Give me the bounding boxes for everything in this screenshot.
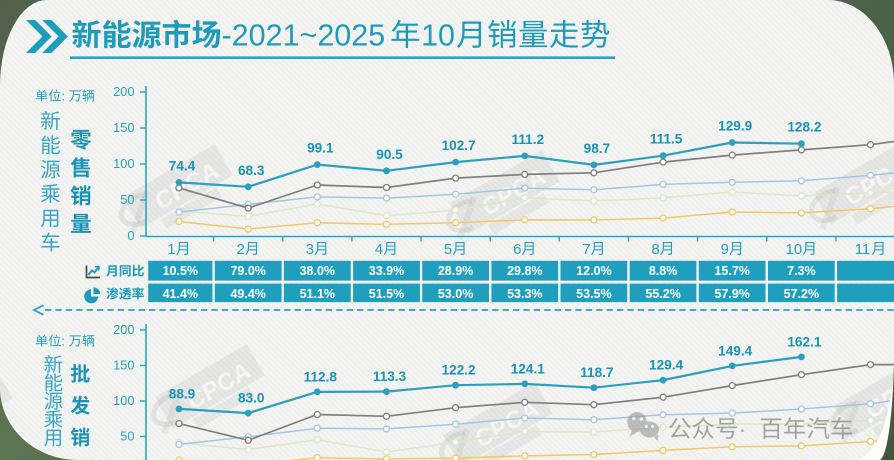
svg-text:9: 9 bbox=[721, 241, 729, 258]
svg-text:8.8%: 8.8% bbox=[649, 264, 678, 278]
svg-text:150: 150 bbox=[113, 357, 134, 372]
svg-text:149.4: 149.4 bbox=[718, 343, 752, 358]
svg-text:53.5%: 53.5% bbox=[576, 287, 611, 301]
svg-text:0: 0 bbox=[127, 228, 134, 243]
svg-text:100: 100 bbox=[113, 393, 134, 408]
svg-text:112.8: 112.8 bbox=[304, 369, 338, 384]
svg-text:12.0%: 12.0% bbox=[576, 264, 611, 278]
svg-text:50: 50 bbox=[120, 192, 134, 207]
svg-text:68.3: 68.3 bbox=[238, 163, 265, 178]
svg-text:4: 4 bbox=[375, 241, 383, 258]
svg-text:55.2%: 55.2% bbox=[645, 287, 680, 301]
svg-text:162.1: 162.1 bbox=[787, 334, 821, 349]
svg-text:6: 6 bbox=[513, 241, 521, 258]
svg-text:83.0: 83.0 bbox=[238, 391, 264, 406]
svg-text:79.0%: 79.0% bbox=[230, 264, 265, 278]
svg-text:100: 100 bbox=[113, 156, 134, 171]
svg-text:98.7: 98.7 bbox=[584, 141, 610, 156]
svg-text:118.7: 118.7 bbox=[580, 365, 613, 380]
svg-text:50: 50 bbox=[120, 428, 134, 443]
svg-text:99.1: 99.1 bbox=[307, 141, 334, 156]
svg-text:10: 10 bbox=[421, 19, 455, 53]
svg-text:102.7: 102.7 bbox=[442, 138, 476, 153]
svg-text:11: 11 bbox=[855, 241, 871, 258]
svg-text:111.5: 111.5 bbox=[650, 132, 683, 147]
svg-text:74.4: 74.4 bbox=[169, 158, 196, 173]
svg-text:-2021~2025: -2021~2025 bbox=[222, 19, 386, 53]
svg-text:38.0%: 38.0% bbox=[300, 264, 335, 278]
svg-text:49.4%: 49.4% bbox=[230, 287, 265, 301]
svg-text:7: 7 bbox=[582, 241, 590, 258]
svg-text:15.7%: 15.7% bbox=[714, 264, 749, 278]
svg-text:122.2: 122.2 bbox=[442, 363, 476, 378]
svg-text:129.9: 129.9 bbox=[718, 119, 752, 134]
svg-text:51.1%: 51.1% bbox=[300, 287, 335, 301]
svg-text:1: 1 bbox=[167, 241, 175, 258]
svg-text:8: 8 bbox=[651, 241, 659, 258]
svg-text:28.9%: 28.9% bbox=[438, 264, 473, 278]
svg-text::: : bbox=[61, 89, 65, 104]
svg-text:51.5%: 51.5% bbox=[369, 287, 404, 301]
svg-text:200: 200 bbox=[113, 322, 134, 337]
svg-text:90.5: 90.5 bbox=[376, 147, 403, 162]
svg-text:128.2: 128.2 bbox=[787, 120, 821, 135]
svg-text:88.9: 88.9 bbox=[169, 386, 196, 401]
svg-text:57.9%: 57.9% bbox=[714, 287, 749, 301]
svg-text:57.2%: 57.2% bbox=[784, 287, 819, 301]
svg-text:124.1: 124.1 bbox=[511, 361, 545, 376]
svg-text:10: 10 bbox=[786, 241, 803, 258]
svg-text:33.9%: 33.9% bbox=[369, 264, 404, 278]
svg-text:53.0%: 53.0% bbox=[438, 287, 473, 301]
svg-text:150: 150 bbox=[113, 120, 134, 135]
svg-text:53.3%: 53.3% bbox=[507, 287, 542, 301]
svg-text:111.2: 111.2 bbox=[512, 132, 545, 147]
svg-text:200: 200 bbox=[113, 84, 134, 99]
svg-text:10.5%: 10.5% bbox=[163, 264, 198, 278]
svg-text:113.3: 113.3 bbox=[373, 369, 407, 384]
svg-text:7.3%: 7.3% bbox=[787, 264, 816, 278]
svg-text:29.8%: 29.8% bbox=[507, 264, 542, 278]
svg-text:129.4: 129.4 bbox=[649, 358, 683, 373]
svg-text:3: 3 bbox=[306, 241, 314, 258]
svg-text:2: 2 bbox=[237, 241, 245, 258]
svg-text:5: 5 bbox=[444, 241, 452, 258]
svg-text::: : bbox=[61, 334, 65, 349]
svg-text:41.4%: 41.4% bbox=[163, 287, 198, 301]
svg-text:·: · bbox=[739, 416, 747, 442]
